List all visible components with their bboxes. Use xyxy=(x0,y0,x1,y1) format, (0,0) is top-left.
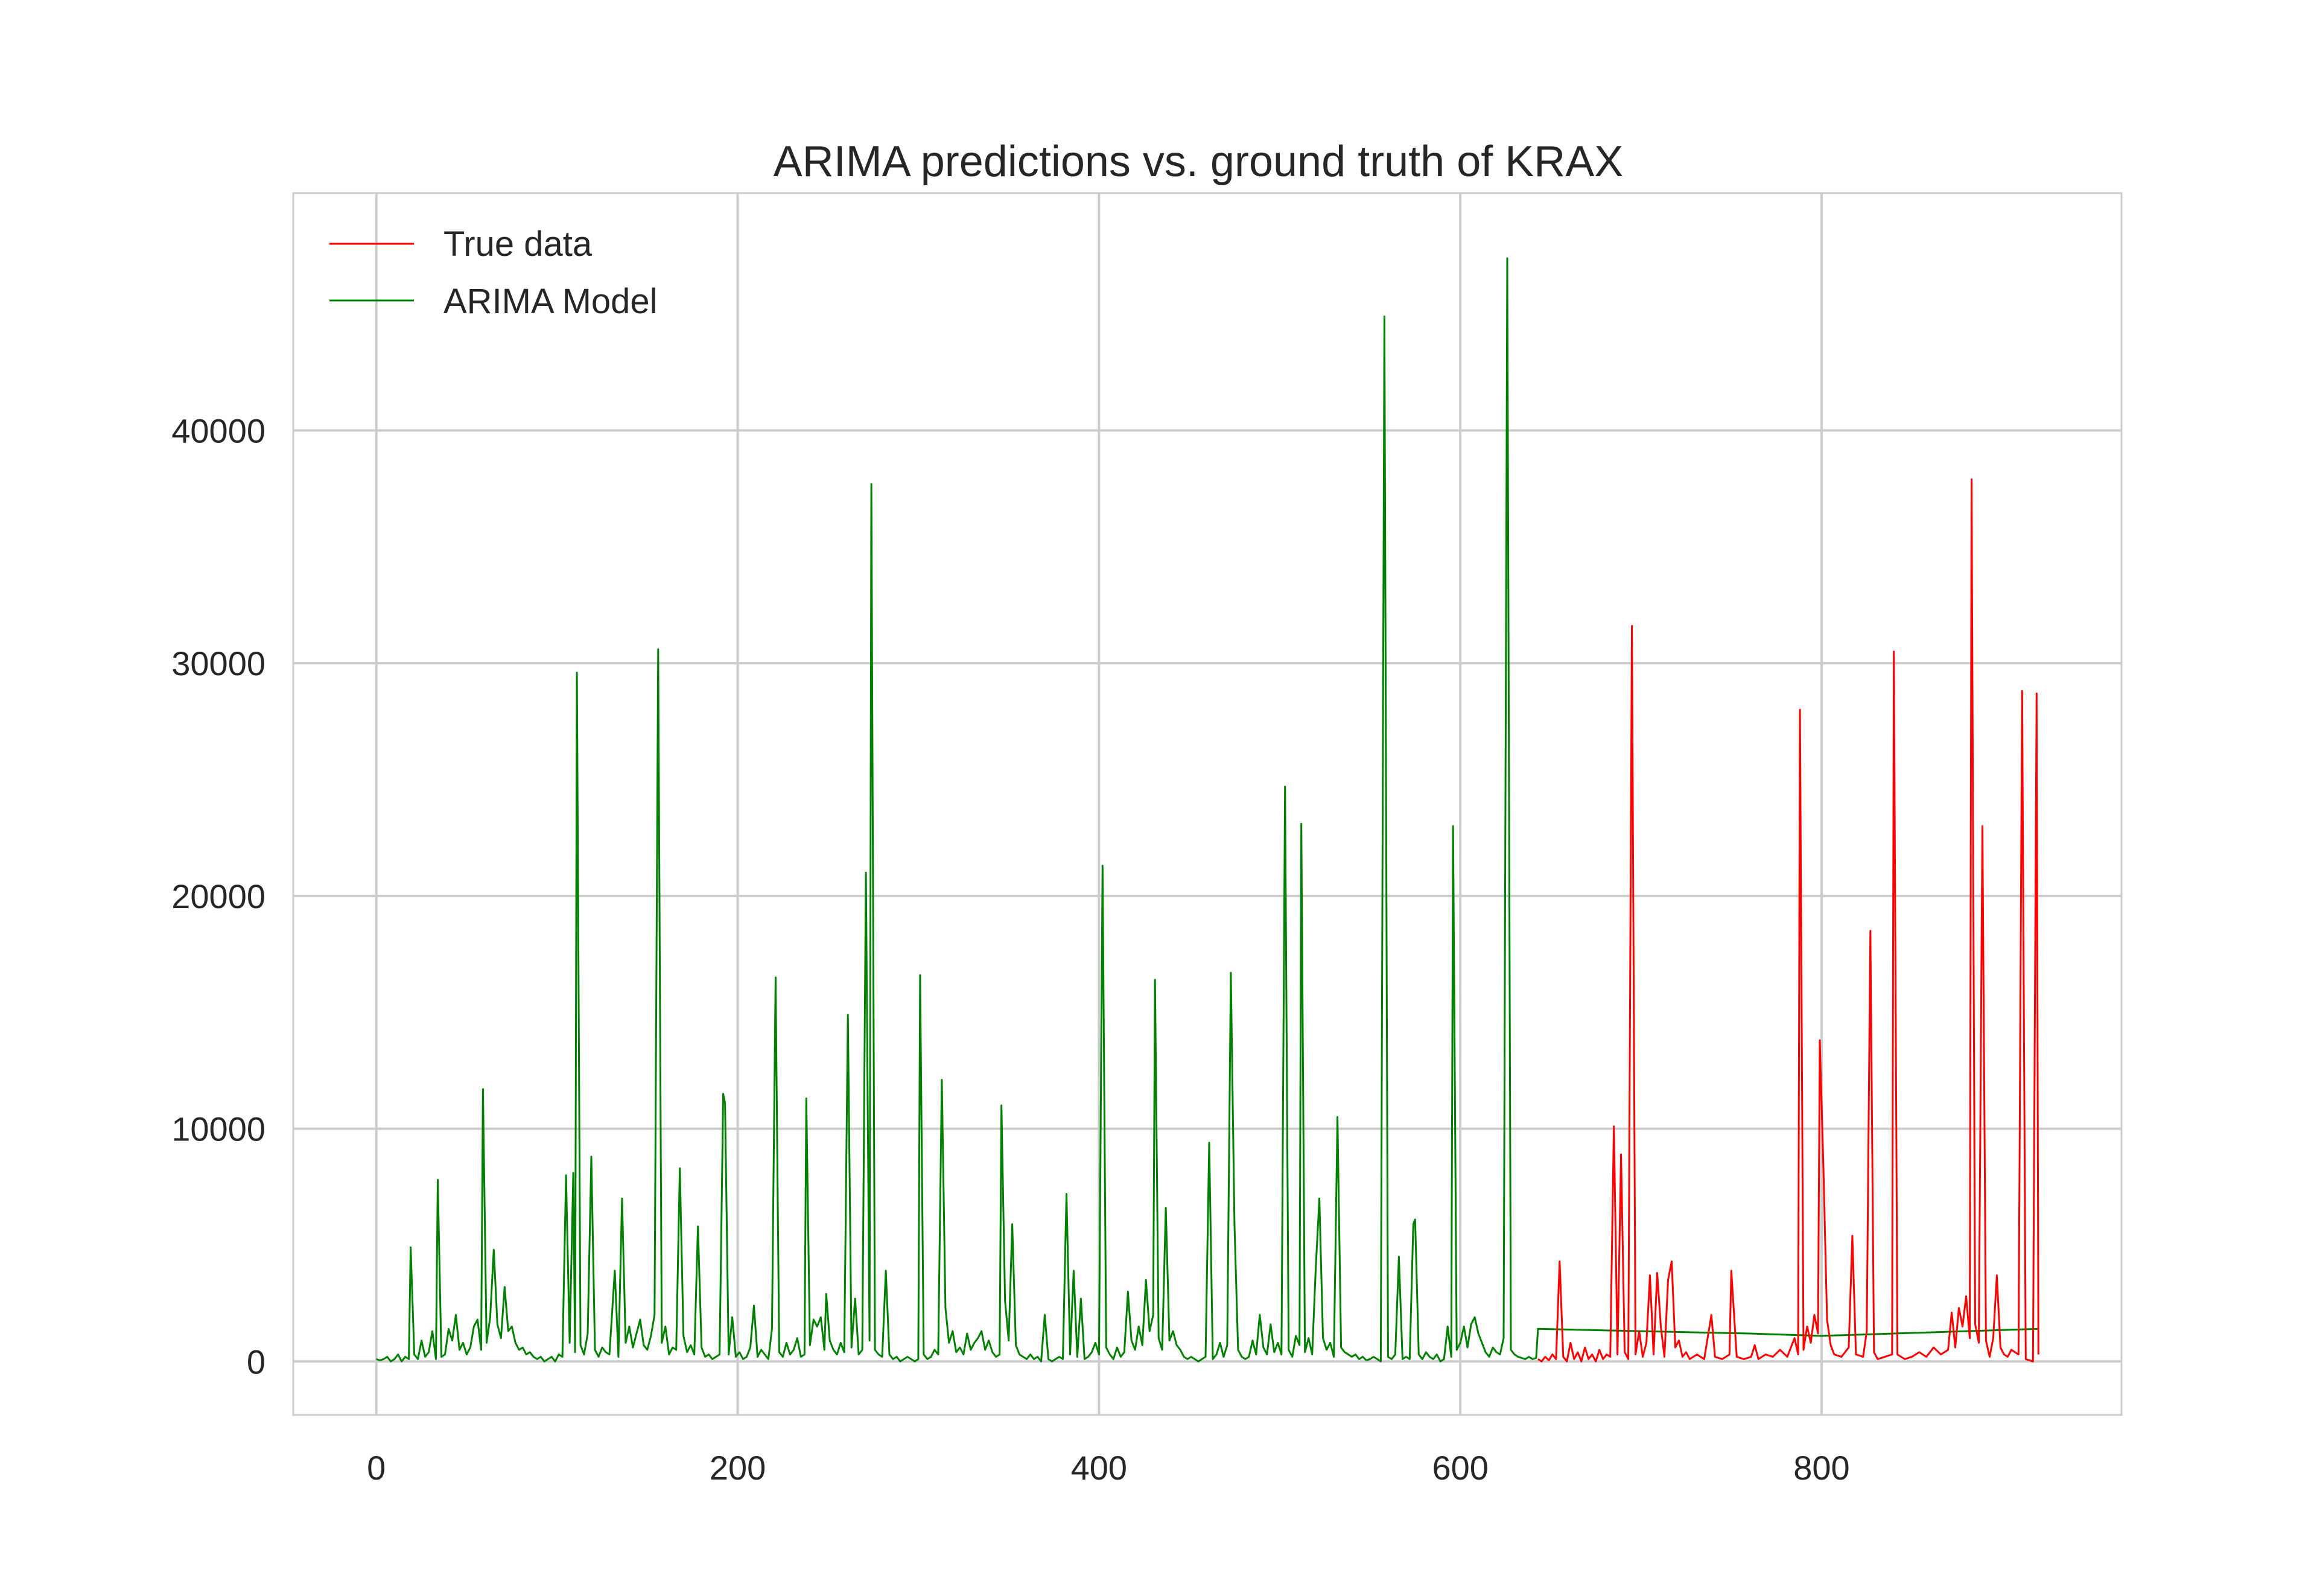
plot-area-frame xyxy=(292,192,2123,1416)
chart-title: ARIMA predictions vs. ground truth of KR… xyxy=(774,138,1624,186)
legend-label-arima-model: ARIMA Model xyxy=(443,282,658,321)
series-layer xyxy=(376,257,2039,1362)
series-line-true-data xyxy=(1537,478,2039,1362)
grid xyxy=(293,193,2122,1415)
tick-labels: 0 200 400 600 800 0 10000 20000 30000 40000 xyxy=(171,412,1849,1487)
series-line-arima-model xyxy=(376,257,2039,1362)
x-tick-label-400: 400 xyxy=(1071,1449,1127,1487)
y-tick-label-30000: 30000 xyxy=(171,644,265,682)
y-tick-label-10000: 10000 xyxy=(171,1110,265,1148)
x-tick-label-600: 600 xyxy=(1432,1449,1488,1487)
y-tick-label-20000: 20000 xyxy=(171,877,265,915)
y-tick-label-0: 0 xyxy=(247,1343,265,1381)
legend-label-true-data: True data xyxy=(443,224,593,264)
x-tick-label-200: 200 xyxy=(710,1449,766,1487)
legend: True data ARIMA Model xyxy=(329,224,658,321)
y-tick-label-40000: 40000 xyxy=(171,412,265,450)
x-tick-label-0: 0 xyxy=(367,1449,386,1487)
x-tick-label-800: 800 xyxy=(1793,1449,1849,1487)
